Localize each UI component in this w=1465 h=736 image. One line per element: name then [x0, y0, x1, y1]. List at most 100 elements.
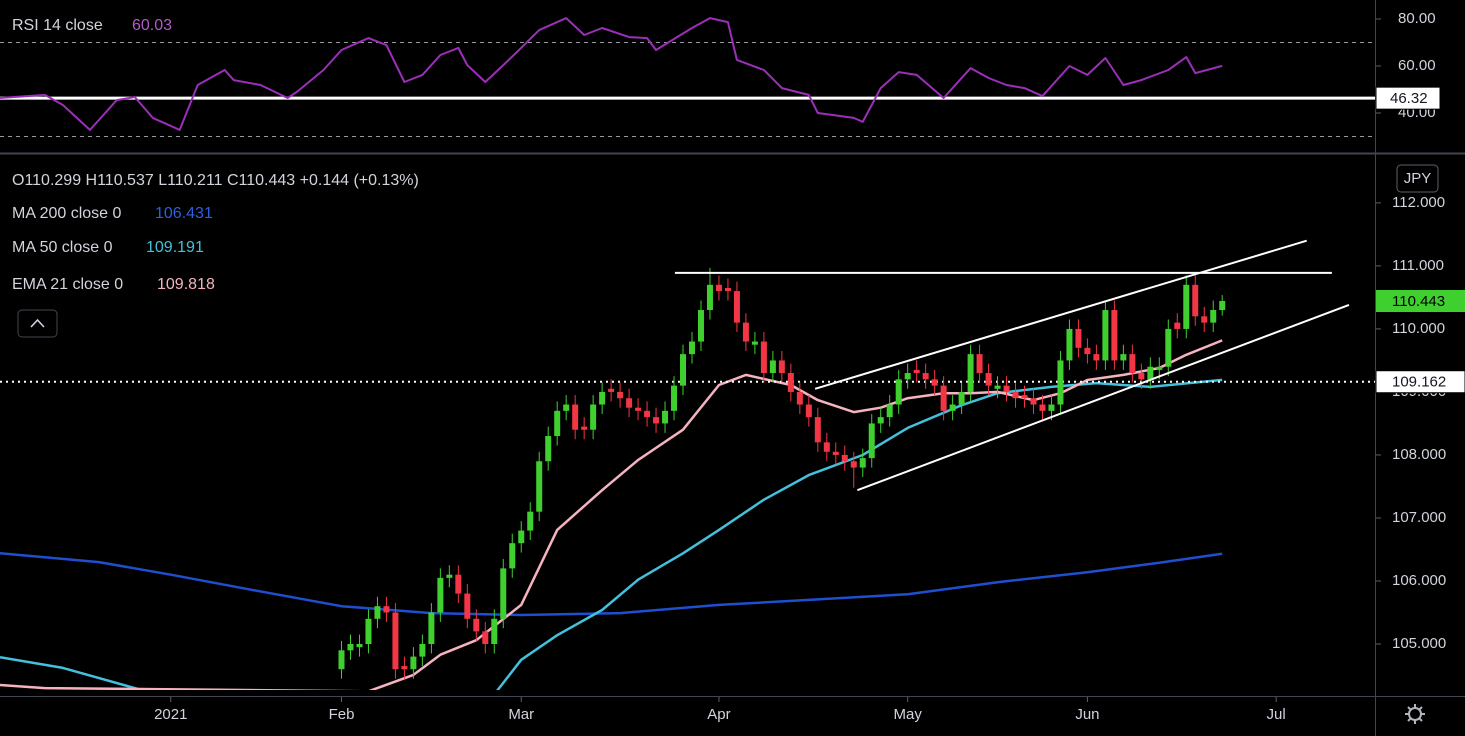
y-tick-label: 80.00 [1398, 10, 1436, 27]
candle-body [1111, 310, 1118, 361]
x-tick-label: 2021 [154, 706, 187, 723]
candle-body [608, 388, 615, 392]
candle-body [410, 656, 417, 670]
candle-body [1120, 354, 1127, 361]
y-tick-label: 107.000 [1392, 509, 1446, 526]
candle-body [599, 391, 606, 405]
candle-body [563, 404, 570, 411]
ma200-name: MA 200 close 0 [12, 205, 122, 222]
candle-body [706, 284, 713, 311]
candle-body [1102, 310, 1109, 361]
candle-body [680, 354, 687, 386]
candle-body [482, 631, 489, 644]
candle-body [536, 461, 543, 512]
candle-body [1066, 328, 1073, 361]
candle-body [805, 404, 812, 418]
candle-body [796, 391, 803, 405]
candle-body [356, 643, 363, 648]
button-frame[interactable] [17, 309, 58, 338]
candle-body [958, 391, 965, 405]
candle-body [338, 650, 345, 670]
candle-body [1048, 404, 1055, 411]
candle-body [527, 511, 534, 531]
ema21-value: 109.818 [157, 276, 215, 293]
candle-body [1156, 366, 1163, 370]
rsi-title: RSI 14 close [12, 17, 103, 34]
candle-body [994, 385, 1001, 389]
candle-body [913, 369, 920, 374]
indicator-line [0, 339, 1223, 690]
candle-body [832, 451, 839, 455]
candle-body [787, 373, 794, 392]
candle-body [446, 574, 453, 578]
collapse-button[interactable] [17, 309, 58, 338]
candle-body [491, 618, 498, 644]
candle-body [509, 543, 516, 569]
candle-body [922, 373, 929, 380]
candle-body [1192, 284, 1199, 317]
y-tick-label: 60.00 [1398, 57, 1436, 74]
candle-body [1174, 322, 1181, 329]
candle-body [1147, 366, 1154, 380]
legend: RSI 14 close 60.03 O110.299 H110.537 L11… [12, 17, 419, 293]
chevron-icon[interactable] [30, 318, 45, 328]
settings-icon[interactable] [1405, 704, 1425, 724]
x-tick-label: May [894, 706, 923, 723]
candle-body [1138, 373, 1145, 380]
candle-body [419, 643, 426, 657]
candle-body [1084, 347, 1091, 355]
price-pane [0, 239, 1375, 690]
candle-body [347, 643, 354, 651]
candle-body [823, 442, 830, 452]
candle-body [401, 666, 408, 670]
last-price-label: 110.443 [1392, 293, 1445, 310]
candle-body [724, 287, 731, 292]
candle-body [554, 410, 561, 437]
candle-body [742, 322, 749, 342]
candle-body [814, 417, 821, 443]
candle-body [653, 417, 660, 424]
level-badge [1375, 370, 1465, 394]
candle-body [1129, 354, 1136, 374]
candle-body [1030, 398, 1037, 405]
candle-body [1219, 301, 1226, 311]
y-tick-label: 110.000 [1392, 320, 1445, 337]
candle-body [1183, 284, 1190, 329]
trend-line [814, 239, 1307, 390]
gear-teeth[interactable] [1405, 704, 1425, 724]
y-tick-label: 105.000 [1392, 635, 1446, 652]
x-tick-label: Mar [508, 706, 534, 723]
candle-body [931, 379, 938, 386]
ma50-name: MA 50 close 0 [12, 239, 113, 256]
candle-body [877, 417, 884, 424]
candle-body [644, 410, 651, 418]
candle-body [1201, 316, 1208, 323]
candle-body [374, 606, 381, 619]
candle-body [626, 398, 633, 408]
candle-body [464, 593, 471, 619]
candle-body [365, 618, 372, 644]
y-tick-label: 106.000 [1392, 572, 1446, 589]
level-badge [1375, 86, 1441, 110]
candle-body [778, 360, 785, 374]
candle-body [1093, 354, 1100, 361]
x-tick-label: Jul [1267, 706, 1286, 723]
indicator-line [0, 552, 1223, 617]
ema21-name: EMA 21 close 0 [12, 276, 123, 293]
candle-body [590, 404, 597, 430]
candle-body [662, 410, 669, 424]
trend-line [857, 304, 1350, 492]
candle-body [671, 385, 678, 411]
axes: 80.0060.0040.0046.32105.000106.000107.00… [154, 10, 1465, 723]
x-tick-label: Apr [707, 706, 730, 723]
candle-body [859, 458, 866, 468]
candle-body [500, 568, 507, 619]
candle-body [392, 612, 399, 670]
candle-body [1075, 328, 1082, 348]
candle-body [760, 341, 767, 374]
candle-body [581, 426, 588, 430]
candle-body [1003, 385, 1010, 392]
candle-body [733, 291, 740, 323]
candle-body [751, 341, 758, 345]
